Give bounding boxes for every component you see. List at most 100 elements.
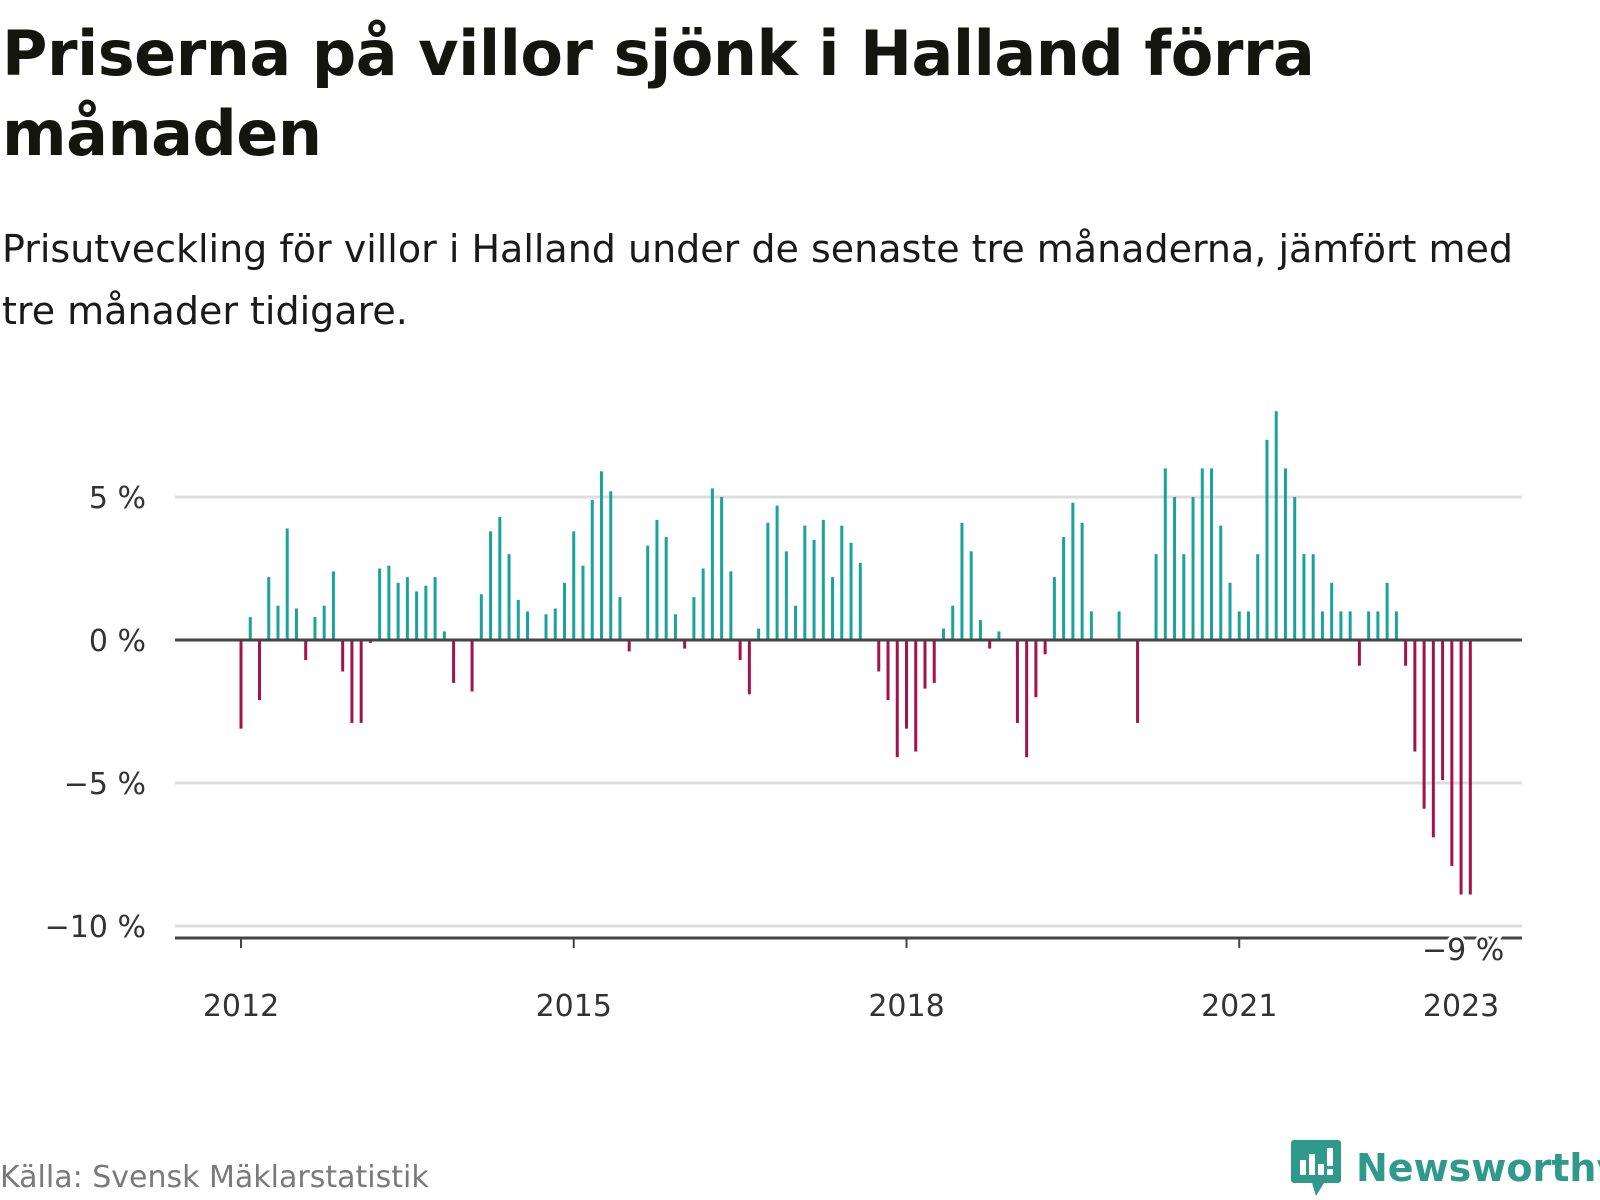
chart-title: Priserna på villor sjönk i Halland förra… xyxy=(2,17,1315,170)
bar xyxy=(766,522,770,640)
bar xyxy=(516,599,520,640)
bar xyxy=(1320,611,1324,640)
source-note: Källa: Svensk Mäklarstatistik xyxy=(0,1160,429,1195)
bar xyxy=(331,571,335,640)
bar xyxy=(812,539,816,640)
bar xyxy=(1219,525,1223,640)
bar xyxy=(599,471,603,640)
bar xyxy=(1025,640,1029,758)
brand-name: Newsworthy xyxy=(1356,1146,1600,1190)
bar xyxy=(858,562,862,640)
y-tick-label: 0 % xyxy=(89,624,146,659)
y-tick-label: 5 % xyxy=(89,481,146,516)
x-tick-label: 2015 xyxy=(536,989,612,1024)
bar xyxy=(1136,640,1140,723)
bar xyxy=(692,597,696,640)
bar xyxy=(988,640,992,649)
bar xyxy=(895,640,899,758)
bar xyxy=(1283,468,1287,640)
bar xyxy=(442,631,446,640)
bar xyxy=(969,551,973,640)
bar xyxy=(794,605,798,640)
bar xyxy=(405,577,409,640)
bar xyxy=(1413,640,1417,752)
bar xyxy=(951,605,955,640)
bar xyxy=(609,491,613,640)
bar xyxy=(1173,497,1177,640)
bar xyxy=(1431,640,1435,838)
bar xyxy=(1459,640,1463,895)
bar xyxy=(563,582,567,640)
axes xyxy=(175,638,1522,948)
latest-value-label: −9 % xyxy=(1422,933,1504,968)
bar xyxy=(960,522,964,640)
bar xyxy=(803,525,807,640)
x-tick-label: 2018 xyxy=(868,989,944,1024)
bar xyxy=(784,551,788,640)
bar xyxy=(627,640,631,652)
bar xyxy=(470,640,474,692)
bars xyxy=(239,411,1472,895)
bar xyxy=(294,608,298,640)
bar xyxy=(886,640,890,701)
bar xyxy=(415,591,419,640)
bar xyxy=(664,537,668,640)
bar xyxy=(775,505,779,640)
bar xyxy=(1357,640,1361,666)
bar xyxy=(840,525,844,640)
bar xyxy=(1228,582,1232,640)
bar xyxy=(285,528,289,640)
bar xyxy=(1385,582,1389,640)
bar xyxy=(257,640,261,701)
bar xyxy=(581,565,585,640)
bar xyxy=(877,640,881,672)
bar xyxy=(304,640,308,661)
bar xyxy=(618,597,622,640)
bar xyxy=(276,605,280,640)
bar xyxy=(1200,468,1204,640)
bar xyxy=(526,611,530,640)
x-tick-label: 2021 xyxy=(1201,989,1277,1024)
bar xyxy=(747,640,751,695)
bar xyxy=(433,577,437,640)
bar xyxy=(553,608,557,640)
bar xyxy=(590,499,594,640)
bar xyxy=(1265,439,1269,640)
bar xyxy=(1422,640,1426,809)
bar xyxy=(479,594,483,640)
bar xyxy=(904,640,908,729)
bar xyxy=(1394,611,1398,640)
bar xyxy=(544,614,548,640)
bar xyxy=(1256,554,1260,640)
bar xyxy=(1311,554,1315,640)
bar xyxy=(498,517,502,640)
bar xyxy=(489,531,493,640)
bar xyxy=(997,631,1001,640)
bar xyxy=(1237,611,1241,640)
bar xyxy=(424,585,428,640)
bar-chart: 5 % 0 % −5 % −10 % 2012 2015 2018 2021 2023 −9 … xyxy=(45,411,1522,1024)
bar xyxy=(932,640,936,683)
bar xyxy=(683,640,687,649)
y-tick-label: −5 % xyxy=(64,767,146,802)
bar xyxy=(1330,582,1334,640)
y-tick-label: −10 % xyxy=(45,910,146,945)
bar xyxy=(1071,502,1075,640)
bar xyxy=(1246,611,1250,640)
x-axis-labels: 2012 2015 2018 2021 2023 xyxy=(203,989,1499,1024)
bar xyxy=(1293,497,1297,640)
bar xyxy=(941,628,945,640)
bar xyxy=(1034,640,1038,698)
bar xyxy=(1191,497,1195,640)
bar xyxy=(267,577,271,640)
bar xyxy=(248,617,252,640)
bar xyxy=(1210,468,1214,640)
bar xyxy=(507,554,511,640)
brand-logo: Newsworthy xyxy=(1290,1138,1600,1198)
bar xyxy=(359,640,363,723)
bar xyxy=(313,617,317,640)
bar xyxy=(923,640,927,689)
bar xyxy=(1117,611,1121,640)
annotation: −9 % xyxy=(1419,930,1507,971)
bar xyxy=(1182,554,1186,640)
